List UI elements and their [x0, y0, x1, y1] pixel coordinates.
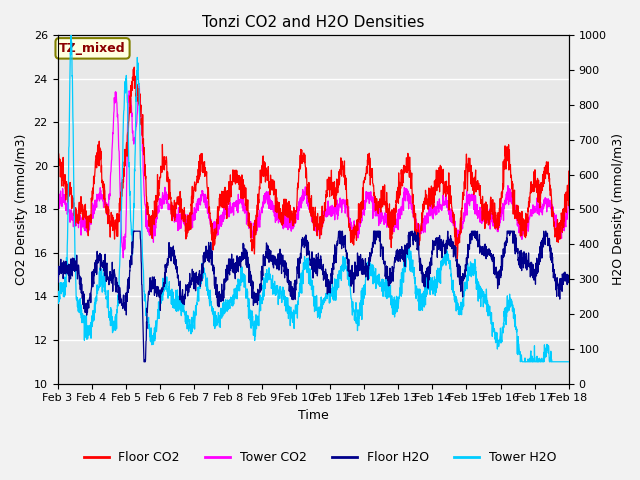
Title: Tonzi CO2 and H2O Densities: Tonzi CO2 and H2O Densities	[202, 15, 424, 30]
Legend: Floor CO2, Tower CO2, Floor H2O, Tower H2O: Floor CO2, Tower CO2, Floor H2O, Tower H…	[79, 446, 561, 469]
X-axis label: Time: Time	[298, 409, 328, 422]
Text: TZ_mixed: TZ_mixed	[60, 42, 126, 55]
Y-axis label: CO2 Density (mmol/m3): CO2 Density (mmol/m3)	[15, 134, 28, 285]
Y-axis label: H2O Density (mmol/m3): H2O Density (mmol/m3)	[612, 133, 625, 286]
